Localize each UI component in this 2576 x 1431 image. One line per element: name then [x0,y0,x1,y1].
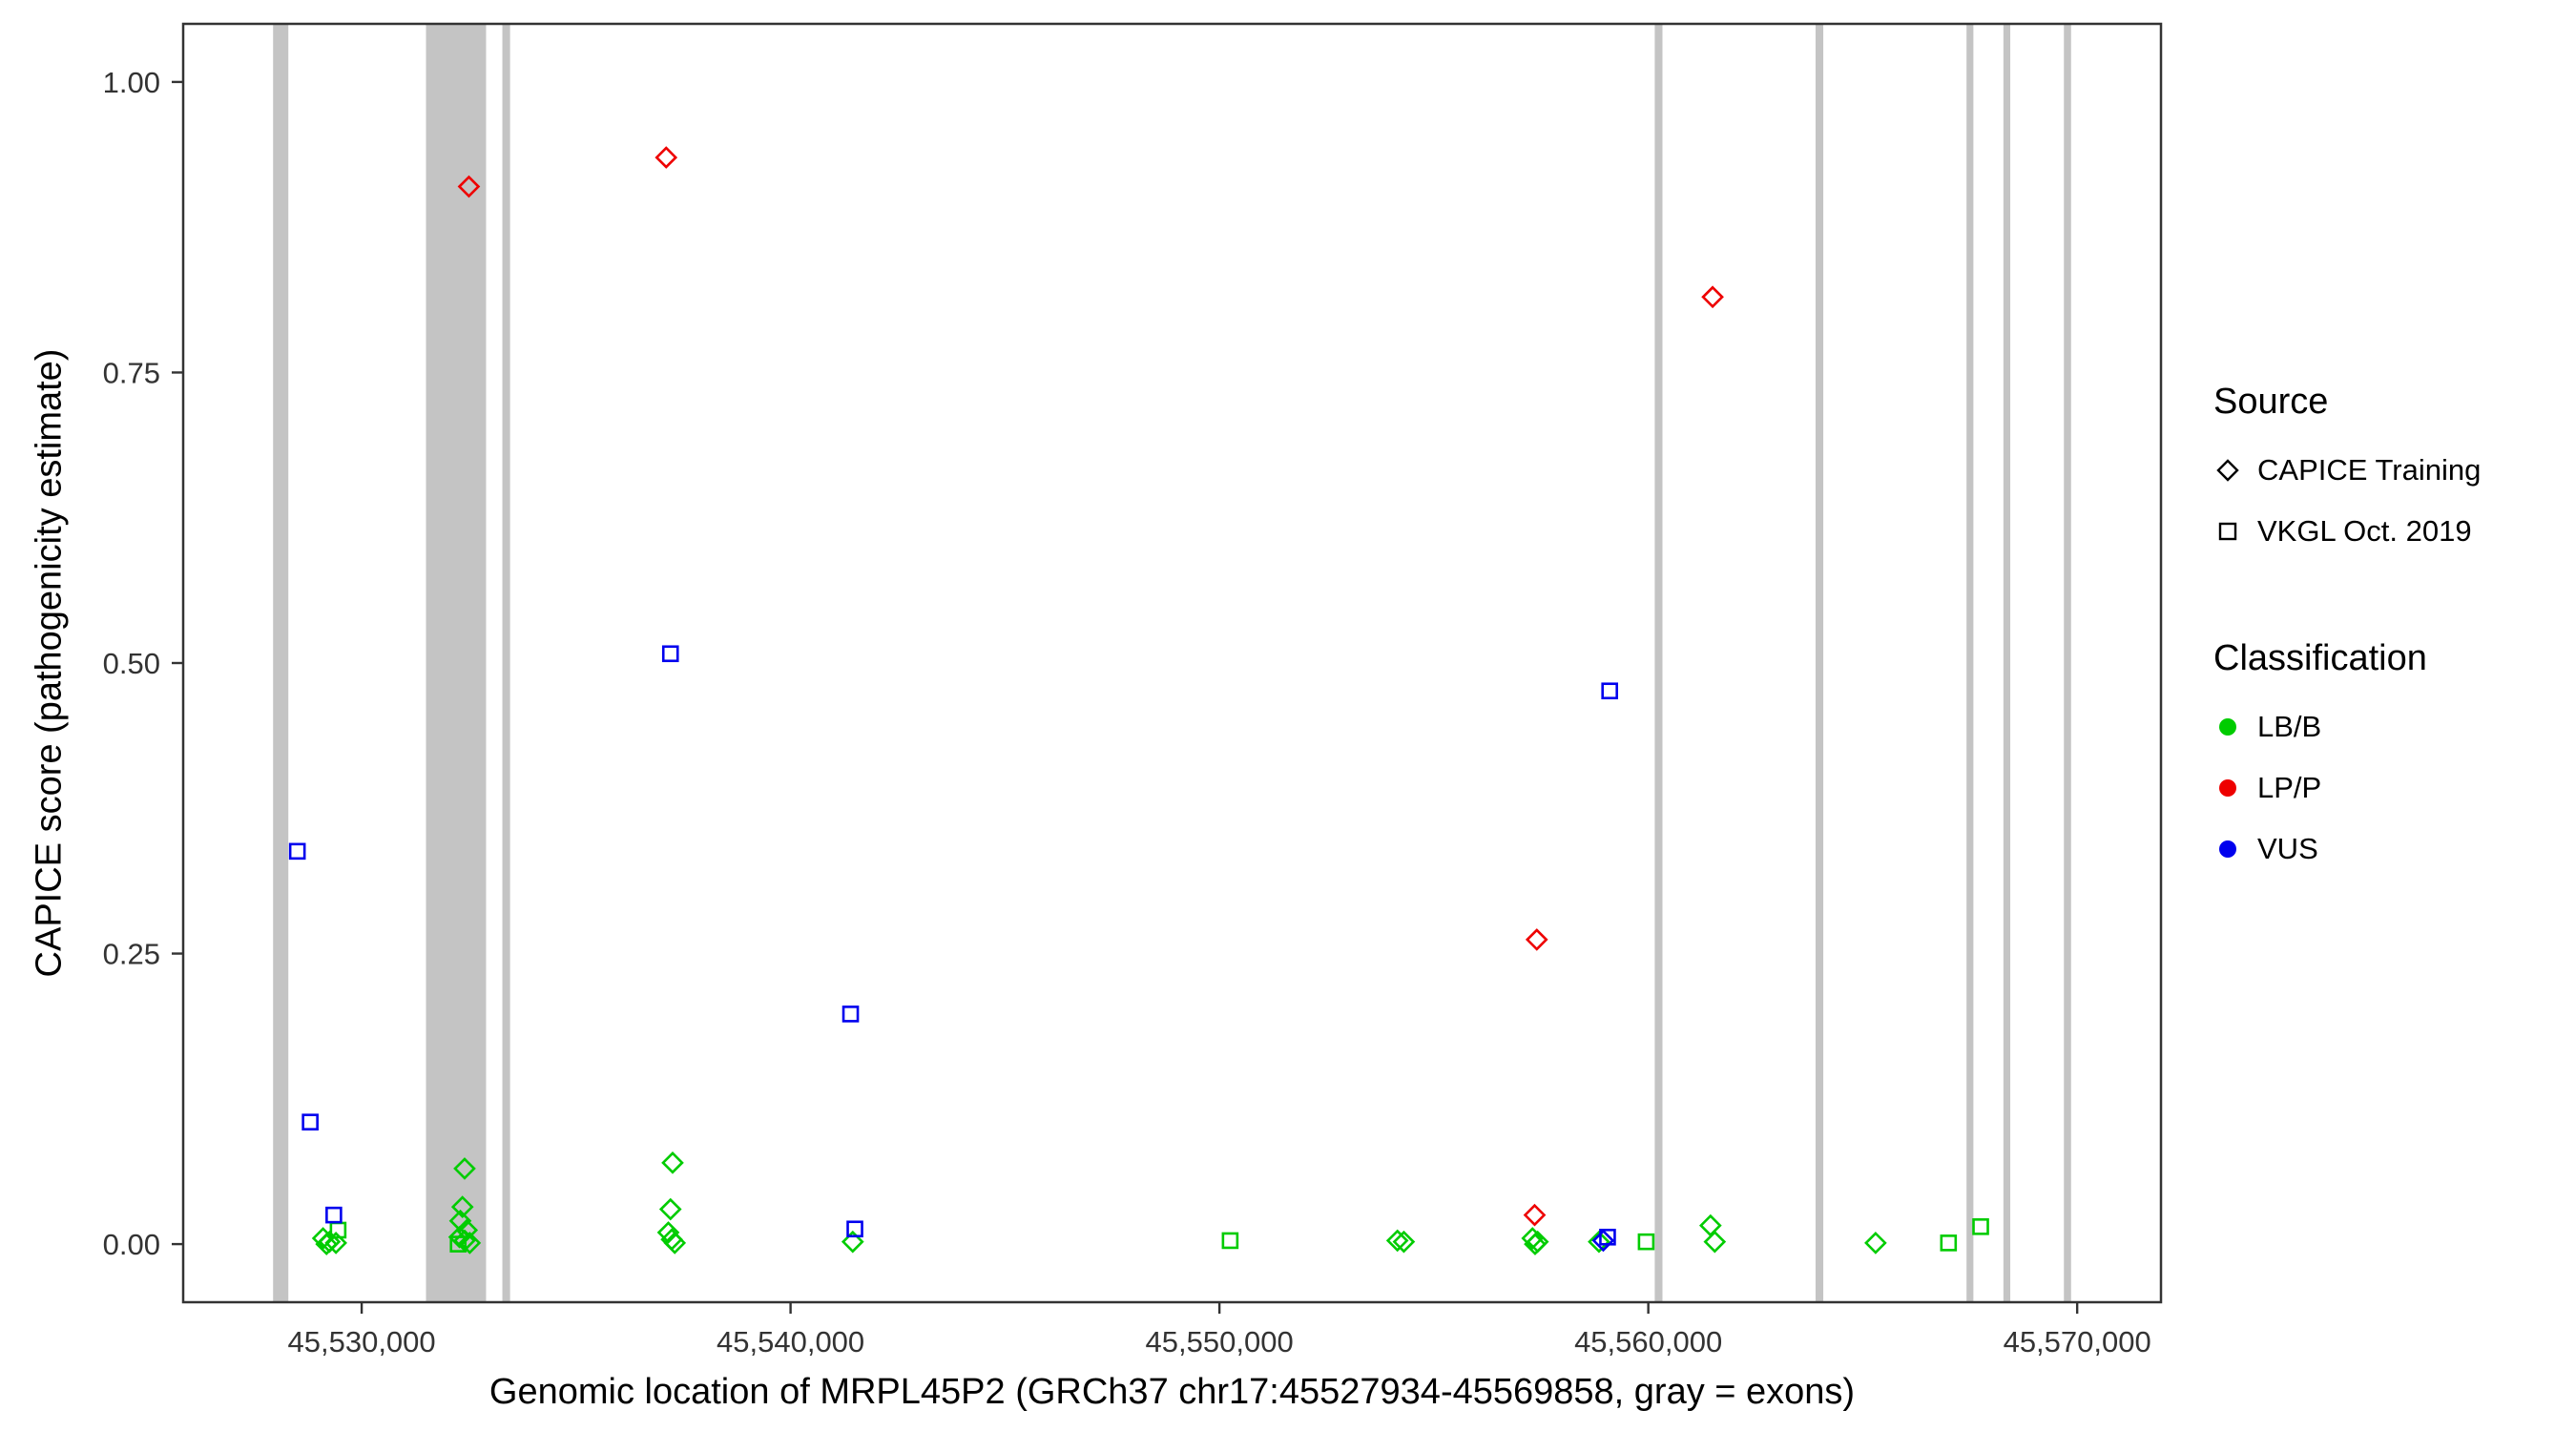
legend-item-vus: VUS [2213,819,2481,880]
legend-item-label: LP/P [2257,771,2322,804]
data-point-diamond [1698,1213,1722,1237]
legend-item-label: VUS [2257,832,2318,865]
data-point-diamond [1523,1203,1547,1227]
exon-band [2064,24,2071,1302]
green-dot-icon [2219,718,2236,736]
data-point-diamond [457,175,481,198]
data-point-diamond [656,1221,680,1244]
data-point-diamond [1864,1232,1887,1255]
y-tick-label: 0.75 [103,356,160,389]
x-tick-label: 45,540,000 [717,1325,864,1358]
legend-item-lbb: LB/B [2213,696,2481,757]
x-axis-title: Genomic location of MRPL45P2 (GRCh37 chr… [488,1372,1856,1412]
legend-item-label: CAPICE Training [2257,453,2482,487]
data-point-diamond [1385,1229,1409,1253]
red-dot-icon [2219,779,2236,797]
exon-band [1654,24,1663,1302]
data-point-diamond [1701,285,1724,309]
exon-band [426,24,487,1302]
data-point-diamond [658,1197,682,1221]
exon-band [1815,24,1824,1302]
square-icon [2218,522,2237,541]
legend-item-label: VKGL Oct. 2019 [2257,514,2472,548]
legend-source-title: Source [2213,382,2329,422]
data-point-diamond [315,1233,339,1255]
data-point-square [841,1006,860,1023]
exon-band [2003,24,2011,1302]
data-point-diamond [458,1232,482,1255]
panel-border [181,22,2163,1304]
data-point-square [288,842,306,861]
data-point-square [1221,1232,1239,1250]
data-point-diamond [1591,1229,1615,1253]
legend: Source CAPICE Training VKGL Oct. 2019 Cl… [2213,382,2481,880]
x-tick-label: 45,570,000 [2004,1325,2151,1358]
data-point-diamond [654,146,678,169]
data-point-diamond [1588,1230,1610,1254]
data-point-square [1972,1218,1989,1235]
data-point-square [846,1220,863,1238]
exon-band [273,24,289,1302]
data-point-diamond [450,1195,474,1218]
legend-item-lpp: LP/P [2213,757,2481,819]
data-point-diamond [841,1230,864,1254]
legend-item-vkgl: VKGL Oct. 2019 [2213,501,2481,562]
data-point-diamond [311,1227,335,1250]
x-tick-label: 45,560,000 [1574,1325,1722,1358]
data-point-diamond [453,1157,476,1180]
legend-item-capice-training: CAPICE Training [2213,440,2481,501]
y-tick-label: 0.25 [103,938,160,971]
data-point-diamond [1703,1230,1727,1254]
data-point-square [1637,1233,1655,1251]
data-point-diamond [1524,1233,1547,1255]
data-point-diamond [324,1232,347,1255]
diamond-icon [2216,459,2239,482]
data-point-square [449,1235,467,1253]
blue-dot-icon [2219,840,2236,858]
data-point-square [661,645,679,663]
data-point-square [301,1113,319,1130]
y-axis-title: CAPICE score (pathogenicity estimate) [29,348,70,978]
data-point-diamond [1392,1230,1416,1254]
data-point-diamond [663,1232,687,1255]
data-point-diamond [1525,928,1548,951]
legend-item-label: LB/B [2257,710,2322,743]
x-tick-label: 45,550,000 [1146,1325,1294,1358]
legend-classification-title: Classification [2213,638,2427,678]
data-point-square [1940,1234,1958,1252]
exon-band [1966,24,1974,1302]
data-point-diamond [448,1209,472,1233]
exon-band [502,24,510,1302]
y-tick-label: 0.00 [103,1228,160,1261]
data-point-square [1601,682,1618,700]
y-tick-label: 0.50 [103,647,160,680]
data-point-diamond [661,1151,684,1174]
data-point-square [325,1206,343,1224]
y-tick-label: 1.00 [103,66,160,99]
legend-gap [2213,562,2481,638]
x-tick-label: 45,530,000 [288,1325,436,1358]
